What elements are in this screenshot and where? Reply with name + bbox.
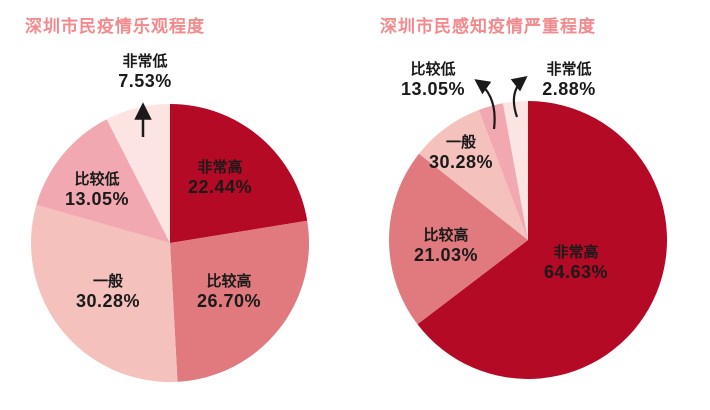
pie-slice-非常低 — [502, 101, 528, 240]
pie-slice-非常高 — [170, 104, 308, 243]
label-severity-average: 一般 30.28% — [428, 134, 494, 172]
label-severity-very-high: 非常高 64.63% — [543, 244, 609, 282]
label-optimism-rather-high: 比较高 26.70% — [196, 273, 262, 311]
label-optimism-very-high: 非常高 22.44% — [187, 159, 253, 197]
pie-slice-一般 — [31, 204, 178, 383]
label-optimism-very-low: 非常低 7.53% — [118, 53, 172, 91]
pie-slice-非常低 — [106, 104, 170, 243]
label-optimism-rather-low: 比较低 13.05% — [64, 171, 130, 209]
label-severity-rather-low: 比较低 13.05% — [400, 61, 466, 99]
right-chart-title: 深圳市民感知疫情严重程度 — [380, 17, 596, 36]
label-optimism-average: 一般 30.28% — [75, 273, 141, 311]
pie-slice-比较低 — [36, 119, 170, 243]
curved-arrow-right-icon — [510, 75, 528, 118]
curved-arrow-left-icon — [474, 79, 496, 130]
label-severity-rather-high: 比较高 21.03% — [413, 227, 479, 265]
pie-slice-比较高 — [170, 220, 310, 382]
pie-slice-比较低 — [478, 103, 528, 241]
pie-optimism — [31, 104, 310, 383]
pie-severity — [389, 101, 668, 379]
pie-slice-一般 — [419, 110, 528, 240]
pie-slice-非常高 — [417, 101, 668, 379]
pie-slice-比较高 — [389, 153, 528, 325]
label-severity-very-low: 非常低 2.88% — [542, 61, 596, 99]
left-chart-title: 深圳市民疫情乐观程度 — [25, 17, 205, 36]
